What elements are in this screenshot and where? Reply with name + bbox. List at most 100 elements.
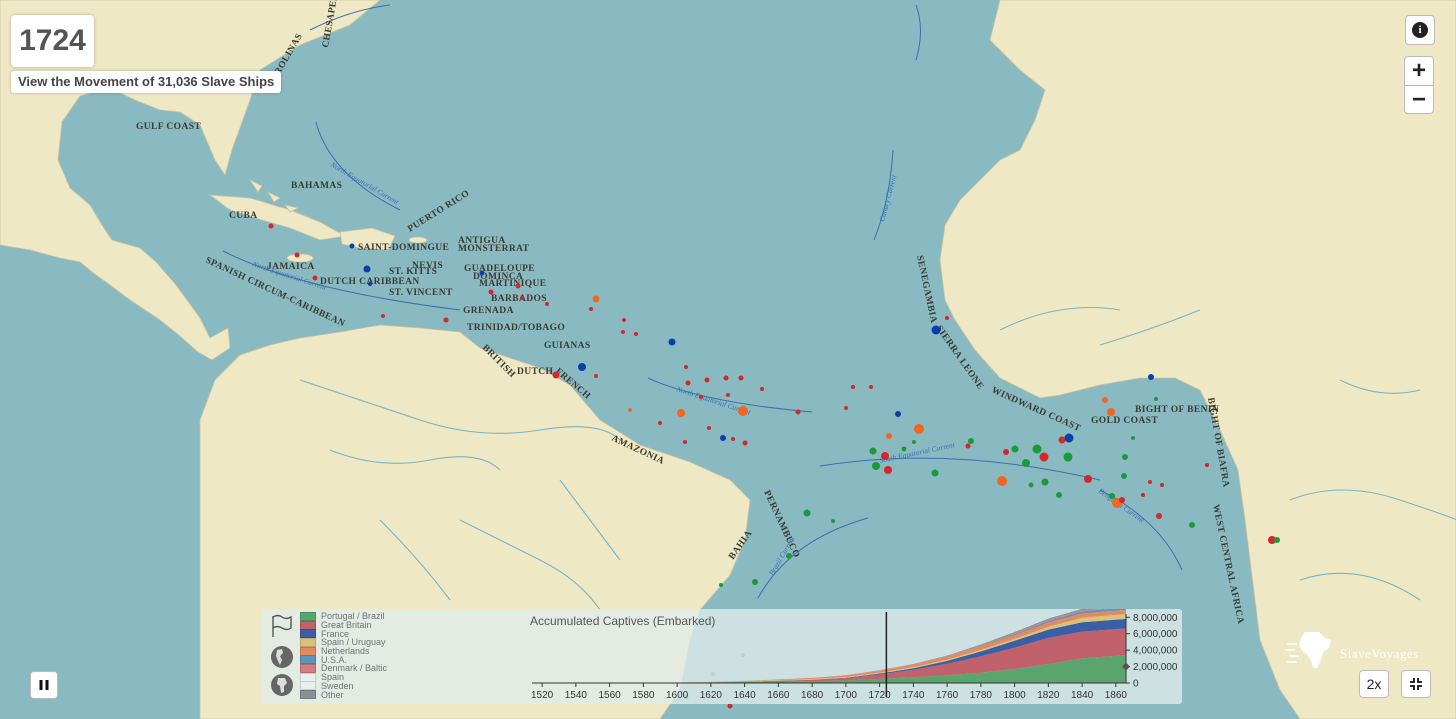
legend-swatch [300, 646, 316, 656]
ship-marker [578, 363, 586, 371]
label-cuba: CUBA [229, 211, 258, 221]
ship-marker [707, 426, 711, 430]
ship-marker [1011, 445, 1019, 453]
y-indicator [1122, 662, 1130, 671]
ship-marker [658, 421, 662, 425]
speed-button[interactable]: 2x [1359, 670, 1389, 698]
ship-markers [268, 223, 1280, 709]
rivers [299, 306, 1456, 611]
legend-item[interactable]: Portugal / Brazil [300, 611, 387, 622]
ship-marker [720, 435, 726, 441]
legend-label: Portugal / Brazil [321, 611, 385, 622]
ship-marker [895, 411, 901, 417]
ship-marker [1156, 513, 1162, 519]
exit-fullscreen-icon [1410, 678, 1422, 690]
pause-button[interactable] [30, 671, 58, 699]
africa-logo-icon [1285, 632, 1331, 668]
ship-marker [726, 393, 730, 397]
chart-title: Accumulated Captives (Embarked) [530, 614, 716, 628]
ship-marker [1064, 433, 1074, 443]
legend-item[interactable]: Other [300, 690, 387, 700]
ship-marker [1141, 493, 1145, 497]
zoom-in-button[interactable]: + [1405, 57, 1433, 86]
ship-marker [901, 446, 907, 452]
ship-marker [368, 282, 372, 286]
legend-item[interactable]: Spain [300, 672, 387, 683]
ship-marker [1189, 522, 1195, 528]
ship-marker [1084, 475, 1092, 483]
ship-marker [1131, 436, 1135, 440]
ship-marker [738, 406, 748, 416]
ship-marker [268, 223, 274, 229]
legend-item[interactable]: Netherlands [300, 646, 387, 657]
area-series [532, 628, 1126, 683]
flag-icon[interactable] [270, 614, 294, 638]
ship-marker [1109, 493, 1115, 499]
globe-americas-icon[interactable] [270, 645, 294, 669]
legend-item[interactable]: Sweden [300, 681, 387, 691]
ship-marker [488, 289, 494, 295]
label-saint-domingue: SAINT-DOMINGUE [358, 243, 449, 253]
legend-item[interactable]: Denmark / Baltic [300, 663, 388, 674]
ship-marker [1056, 492, 1062, 498]
ship-marker [1063, 452, 1073, 462]
ship-marker [1022, 459, 1030, 467]
x-tick-label: 1540 [565, 690, 588, 701]
legend-swatch [300, 672, 316, 682]
label-martinique: MARTINIQUE [479, 279, 547, 289]
ship-marker [545, 302, 549, 306]
info-icon: i [1412, 22, 1428, 38]
zoom-out-button[interactable]: − [1411, 85, 1426, 113]
label-bahamas: BAHAMAS [291, 181, 342, 191]
ship-marker [931, 325, 941, 335]
view-movement-button[interactable]: View the Movement of 31,036 Slave Ships [11, 71, 282, 93]
legend-label: Spain [321, 672, 345, 683]
ship-marker [1148, 480, 1152, 484]
legend-swatch [300, 611, 316, 621]
ship-marker [803, 509, 811, 517]
legend-item[interactable]: U.S.A. [300, 655, 387, 665]
ship-marker [1268, 536, 1276, 544]
ship-marker [668, 338, 676, 346]
x-tick-label: 1560 [599, 690, 622, 701]
legend-label: Spain / Uruguay [321, 637, 386, 648]
ship-marker [844, 406, 848, 410]
ship-marker [552, 371, 560, 379]
ship-marker [886, 433, 892, 439]
ship-marker [1121, 473, 1127, 479]
zoom-control: + − [1404, 56, 1434, 114]
ship-marker [443, 317, 449, 323]
ship-marker [1003, 449, 1009, 455]
legend-label: Denmark / Baltic [321, 663, 388, 674]
label-monsterrat: MONSTERRAT [458, 244, 530, 254]
label-st-kitts: ST. KITTS [389, 267, 437, 277]
ship-marker [1205, 463, 1209, 467]
ship-marker [1032, 444, 1042, 454]
ship-marker [677, 409, 685, 417]
exit-fullscreen-button[interactable] [1401, 670, 1431, 698]
label-grenada: GRENADA [463, 306, 514, 316]
label-antigua: ANTIGUA [458, 236, 506, 246]
legend-item[interactable]: Spain / Uruguay [300, 637, 387, 648]
globe-africa-icon[interactable] [270, 673, 294, 697]
legend-swatch [300, 663, 316, 673]
legend-swatch [300, 620, 316, 630]
ship-marker [786, 553, 792, 559]
accumulated-captives-chart[interactable]: 1520 1540 1560 1580 1600 1620 1640 1660 1680 1700… [262, 609, 1182, 704]
ship-marker [965, 443, 971, 449]
x-tick-label: 1860 [1105, 690, 1128, 701]
ship-marker [479, 270, 485, 276]
label-jamaica: JAMAICA [267, 262, 315, 272]
legend-item[interactable]: Great Britain [300, 620, 387, 630]
info-button[interactable]: i [1405, 15, 1435, 45]
legend-label: Netherlands [321, 646, 370, 657]
ship-marker [738, 375, 744, 381]
timeline-panel: Portugal / Brazil Great Britain France Spai… [262, 609, 1182, 704]
ship-marker [589, 307, 593, 311]
ship-marker [1039, 452, 1049, 462]
ship-marker [869, 447, 877, 455]
legend-item[interactable]: France [300, 629, 387, 639]
x-tick-label: 1780 [970, 690, 993, 701]
jamaica [286, 253, 314, 263]
